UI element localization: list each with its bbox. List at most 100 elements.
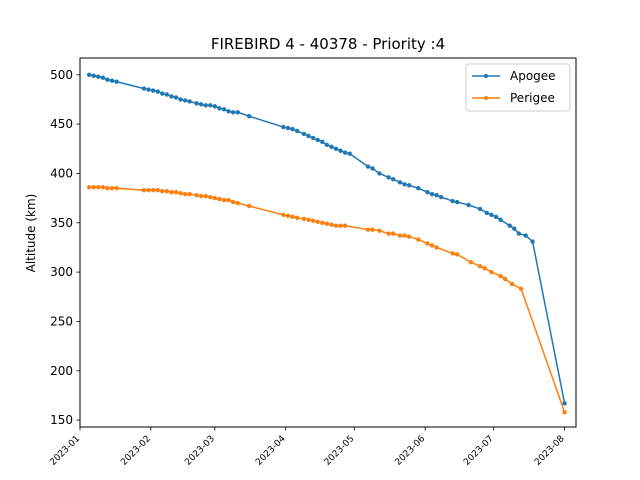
apogee-point: [425, 189, 430, 195]
perigee-point: [285, 213, 291, 219]
legend-perigee-label: Perigee: [510, 91, 555, 105]
apogee-point: [377, 171, 382, 176]
perigee-point: [182, 191, 188, 197]
legend-apogee-marker: [484, 74, 488, 78]
apogee-point: [100, 75, 106, 80]
apogee-point: [416, 186, 421, 191]
perigee-point: [203, 193, 208, 199]
perigee-point: [454, 252, 460, 257]
perigee-point: [306, 217, 311, 223]
perigee-point: [315, 219, 320, 224]
perigee-point: [425, 241, 430, 246]
apogee-point: [466, 202, 471, 208]
perigee-point: [301, 216, 307, 222]
perigee-point: [169, 189, 174, 195]
apogee-point: [402, 182, 407, 187]
apogee-point: [294, 128, 300, 134]
apogee-point: [235, 110, 240, 115]
y-tick-label: 500: [50, 68, 73, 82]
apogee-point: [246, 114, 252, 119]
y-tick-label: 400: [50, 166, 73, 180]
perigee-point: [217, 196, 222, 202]
perigee-point: [482, 265, 487, 271]
perigee-point: [386, 231, 391, 236]
perigee-point: [370, 227, 375, 232]
perigee-point: [450, 251, 455, 256]
apogee-point: [516, 231, 522, 236]
apogee-point: [155, 89, 160, 94]
perigee-point: [406, 234, 412, 239]
perigee-point: [173, 189, 179, 195]
chart-title: FIREBIRD 4 - 40378 - Priority :4: [211, 35, 445, 53]
perigee-point: [390, 231, 396, 236]
apogee-point: [507, 223, 512, 228]
y-tick-label: 300: [50, 265, 73, 279]
apogee-point: [484, 210, 490, 216]
apogee-point: [390, 177, 396, 182]
legend: Apogee Perigee: [465, 63, 571, 112]
perigee-point: [489, 269, 494, 275]
perigee-point: [160, 188, 165, 194]
perigee-point: [365, 227, 371, 232]
perigee-point: [141, 188, 147, 193]
apogee-point: [230, 110, 236, 115]
perigee-point: [150, 188, 156, 193]
apogee-point: [329, 144, 334, 149]
perigee-point: [105, 186, 110, 191]
apogee-point: [477, 206, 483, 212]
perigee-point: [178, 190, 183, 196]
apogee-point: [164, 92, 170, 97]
apogee-point: [221, 107, 227, 112]
apogee-point: [290, 126, 295, 132]
apogee-point: [187, 99, 192, 104]
perigee-point: [329, 222, 334, 227]
apogee-point: [173, 95, 179, 100]
apogee-point: [530, 239, 535, 244]
legend-apogee-label: Apogee: [510, 69, 556, 83]
perigee-point: [226, 197, 231, 203]
y-tick-label: 350: [50, 216, 73, 230]
perigee-point: [342, 223, 348, 228]
y-tick-label: 450: [50, 117, 73, 131]
perigee-point: [146, 188, 151, 193]
perigee-point: [164, 188, 170, 194]
perigee-point: [429, 243, 435, 248]
apogee-point: [226, 109, 231, 114]
apogee-point: [212, 104, 218, 109]
apogee-point: [178, 97, 183, 102]
perigee-point: [208, 194, 213, 200]
perigee-point: [194, 192, 199, 198]
apogee-point: [406, 183, 412, 188]
apogee-point: [105, 77, 110, 82]
y-tick-label: 250: [50, 314, 73, 328]
perigee-point: [100, 185, 106, 190]
apogee-point: [386, 175, 391, 180]
perigee-point: [509, 281, 515, 287]
apogee-point: [203, 103, 208, 108]
apogee-point: [450, 198, 455, 204]
apogee-point: [512, 226, 517, 231]
apogee-point: [338, 148, 343, 153]
apogee-point: [194, 101, 199, 106]
apogee-point: [315, 137, 320, 143]
perigee-point: [468, 260, 474, 265]
perigee-point: [294, 215, 300, 221]
perigee-point: [290, 214, 295, 220]
perigee-point: [246, 203, 252, 209]
perigee-point: [230, 199, 236, 205]
perigee-point: [518, 286, 524, 292]
apogee-point: [146, 87, 151, 92]
apogee-point: [429, 191, 435, 197]
perigee-point: [333, 223, 339, 228]
perigee-point: [338, 223, 343, 228]
perigee-point: [402, 233, 407, 238]
apogee-point: [434, 192, 439, 198]
apogee-point: [562, 401, 567, 406]
perigee-point: [221, 197, 227, 203]
apogee-point: [160, 91, 165, 96]
apogee-point: [141, 86, 147, 91]
perigee-point: [477, 263, 483, 269]
y-tick-label: 200: [50, 364, 73, 378]
apogee-point: [489, 212, 494, 218]
